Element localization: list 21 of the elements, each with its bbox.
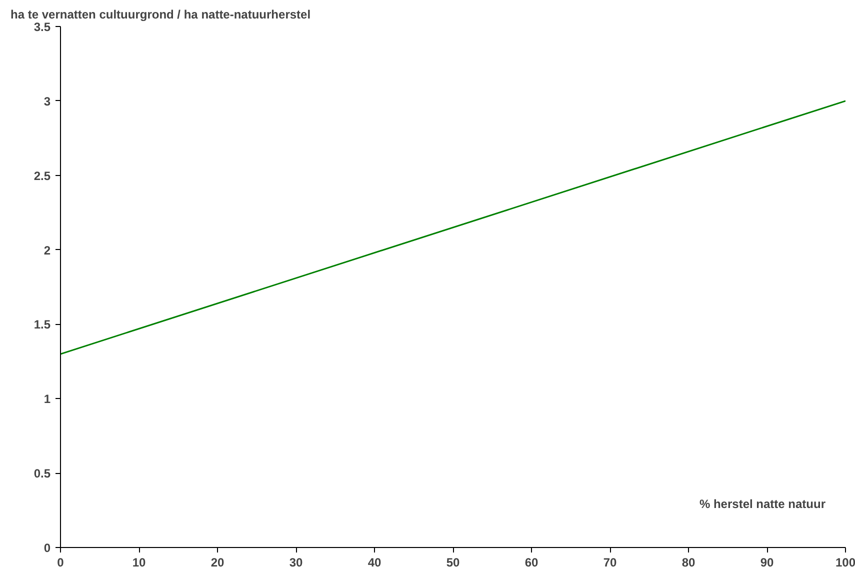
y-tick-label: 0 (44, 541, 51, 555)
y-tick-label: 2.5 (34, 168, 51, 183)
y-tick-label: 1.5 (34, 318, 51, 332)
y-axis-title: ha te vernatten cultuurgrond / ha natte-natuurherstel (10, 8, 311, 22)
y-tick-label: 2 (44, 243, 51, 258)
y-tick-label: 0.5 (34, 466, 51, 481)
y-tick-label: 1 (44, 392, 51, 406)
x-tick-label: 50 (446, 556, 460, 570)
x-tick-label: 10 (132, 556, 146, 570)
y-tick-label: 3.5 (34, 20, 51, 34)
x-tick-label: 60 (524, 556, 538, 570)
x-tick-label: 30 (289, 556, 303, 570)
x-tick-label: 0 (57, 556, 64, 570)
x-tick-label: 80 (682, 556, 696, 570)
y-tick-label: 3 (44, 94, 51, 108)
x-tick-label: 20 (210, 556, 224, 570)
x-tick-label: 100 (835, 556, 855, 570)
x-tick-label: 70 (603, 556, 617, 570)
x-axis-title: % herstel natte natuur (699, 497, 826, 512)
x-tick-label: 40 (368, 556, 382, 570)
x-tick-label: 90 (760, 556, 774, 570)
